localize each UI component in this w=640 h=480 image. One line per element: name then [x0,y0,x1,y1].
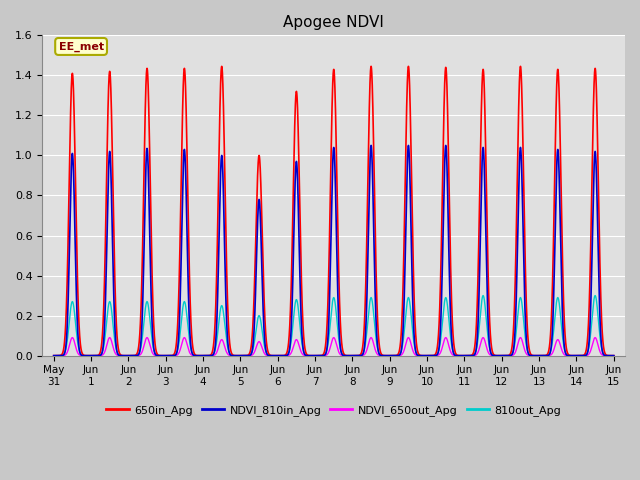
Legend: 650in_Apg, NDVI_810in_Apg, NDVI_650out_Apg, 810out_Apg: 650in_Apg, NDVI_810in_Apg, NDVI_650out_A… [102,401,566,420]
Title: Apogee NDVI: Apogee NDVI [284,15,384,30]
Text: EE_met: EE_met [58,41,104,52]
